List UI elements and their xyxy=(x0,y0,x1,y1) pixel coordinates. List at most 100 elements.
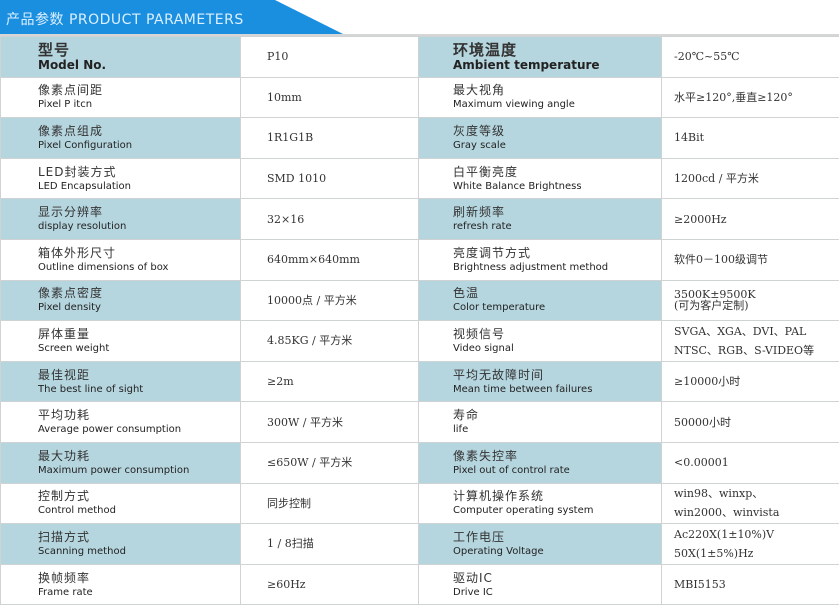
parameter-value: 同步控制 xyxy=(240,482,419,525)
table-row: LED封装方式 LED Encapsulation SMD 1010 白平衡亮度 Whi… xyxy=(0,157,839,200)
parameter-name-cn: 像素失控率 xyxy=(453,448,519,463)
parameter-value: 14Bit xyxy=(661,117,839,159)
parameter-name-en: Pixel Configuration xyxy=(38,139,133,151)
parameter-name-en: Drive IC xyxy=(453,586,493,598)
parameter-name-en: White Balance Brightness xyxy=(453,180,582,192)
parameter-name-cn: 扫描方式 xyxy=(38,529,91,544)
parameter-value: ≥10000小时 xyxy=(661,360,839,403)
parameter-value: ≥2000Hz xyxy=(661,198,839,240)
parameter-name-cn: 显示分辨率 xyxy=(38,205,104,220)
parameter-value: ≤650W / 平方米 xyxy=(240,441,419,484)
parameter-name-en: Maximum viewing angle xyxy=(453,99,575,111)
parameter-name-en: Screen weight xyxy=(38,342,110,354)
parameter-label-cell: 像素失控率 Pixel out of control rate xyxy=(418,441,662,484)
parameter-label-cell: 屏体重量 Screen weight xyxy=(0,320,241,362)
parameter-name-cn: 白平衡亮度 xyxy=(453,164,519,179)
parameter-label-cell: 工作电压 Operating Voltage xyxy=(418,523,662,565)
parameter-name-en: display resolution xyxy=(38,221,127,233)
parameter-name-en: Computer operating system xyxy=(453,505,594,517)
parameter-value: MBI5153 xyxy=(661,563,839,605)
parameter-name-cn: 驱动IC xyxy=(453,570,493,585)
parameter-label-cell: 驱动IC Drive IC xyxy=(418,563,662,605)
parameter-name-en: Control method xyxy=(38,505,116,517)
section-header: 产品参数 PRODUCT PARAMETERS xyxy=(0,0,839,36)
parameter-value: -20℃~55℃ xyxy=(661,36,839,78)
parameter-name-en: Outline dimensions of box xyxy=(38,261,169,273)
parameter-name-cn: 屏体重量 xyxy=(38,326,91,341)
parameter-value: 1200cd / 平方米 xyxy=(661,157,839,200)
parameter-label-cell: 像素点组成 Pixel Configuration xyxy=(0,117,241,159)
parameter-label-cell: 扫描方式 Scanning method xyxy=(0,523,241,565)
table-row: 最佳视距 The best line of sight ≥2m 平均无故障时间 Mean… xyxy=(0,360,839,403)
parameter-value: 10000点 / 平方米 xyxy=(240,279,419,322)
parameter-name-en: Average power consumption xyxy=(38,424,182,436)
parameter-name-cn: 寿命 xyxy=(453,408,480,423)
parameter-name-en: LED Encapsulation xyxy=(38,180,132,192)
parameter-name-en: Ambient temperature xyxy=(453,58,600,73)
parameter-value: 10mm xyxy=(240,76,419,119)
parameter-name-cn: 最大视角 xyxy=(453,83,506,98)
parameter-name-cn: 箱体外形尺寸 xyxy=(38,245,117,260)
parameter-name-cn: 色温 xyxy=(453,286,480,301)
parameter-name-en: Frame rate xyxy=(38,586,93,598)
parameter-value: 1R1G1B xyxy=(240,117,419,159)
parameter-name-cn: 控制方式 xyxy=(38,489,91,504)
table-row: 像素点密度 Pixel density 10000点 / 平方米 色温 Color te… xyxy=(0,279,839,322)
parameter-value: 32×16 xyxy=(240,198,419,240)
parameter-name-en: Operating Voltage xyxy=(453,545,544,557)
table-row: 屏体重量 Screen weight 4.85KG / 平方米 视频信号 Video s… xyxy=(0,320,839,362)
parameter-value: win98、winxp、 win2000、winvista xyxy=(661,482,839,525)
parameter-name-cn: 换帧频率 xyxy=(38,570,91,585)
parameter-name-cn: 工作电压 xyxy=(453,529,506,544)
parameter-name-cn: 像素点间距 xyxy=(38,83,104,98)
parameter-label-cell: 灰度等级 Gray scale xyxy=(418,117,662,159)
parameter-label-cell: 最大视角 Maximum viewing angle xyxy=(418,76,662,119)
parameter-label-cell: 亮度调节方式 Brightness adjustment method xyxy=(418,238,662,281)
parameter-label-cell: 像素点间距 Pixel P itcn xyxy=(0,76,241,119)
parameter-value: 软件0－100级调节 xyxy=(661,238,839,281)
parameter-value: 4.85KG / 平方米 xyxy=(240,320,419,362)
parameter-value: Ac220X(1±10%)V 50X(1±5%)Hz xyxy=(661,523,839,565)
parameter-name-cn: 计算机操作系统 xyxy=(453,489,545,504)
parameter-name-cn: 亮度调节方式 xyxy=(453,245,532,260)
table-row: 平均功耗 Average power consumption 300W / 平方米寿… xyxy=(0,401,839,443)
header-divider xyxy=(0,34,839,36)
parameter-name-cn: 像素点组成 xyxy=(38,123,104,138)
section-title: 产品参数 PRODUCT PARAMETERS xyxy=(6,12,244,28)
table-row: 最大功耗 Maximum power consumption ≤650W / 平方米… xyxy=(0,441,839,484)
parameter-label-cell: 白平衡亮度 White Balance Brightness xyxy=(418,157,662,200)
parameter-name-en: Pixel out of control rate xyxy=(453,464,570,476)
parameter-label-cell: 控制方式 Control method xyxy=(0,482,241,525)
parameter-value: 3500K±9500K (可为客户定制) xyxy=(661,279,839,322)
parameter-label-cell: 环境温度 Ambient temperature xyxy=(418,36,662,78)
parameter-label-cell: 像素点密度 Pixel density xyxy=(0,279,241,322)
parameter-value: ≥60Hz xyxy=(240,563,419,605)
parameter-name-en: Scanning method xyxy=(38,545,126,557)
parameter-name-en: Pixel density xyxy=(38,302,101,314)
parameter-name-en: life xyxy=(453,424,469,436)
table-row: 扫描方式 Scanning method 1 / 8扫描 工作电压 Operating … xyxy=(0,523,839,565)
table-row: 像素点组成 Pixel Configuration 1R1G1B 灰度等级 Gray s… xyxy=(0,117,839,159)
parameter-name-cn: LED封装方式 xyxy=(38,164,117,179)
parameter-name-cn: 灰度等级 xyxy=(453,123,506,138)
parameter-label-cell: 最佳视距 The best line of sight xyxy=(0,360,241,403)
parameter-name-cn: 型号 xyxy=(38,41,71,60)
parameter-value: ≥2m xyxy=(240,360,419,403)
product-parameters-table: 型号 Model No. P10 环境温度 Ambient temperature -20… xyxy=(0,36,839,605)
parameter-value: 50000小时 xyxy=(661,401,839,443)
parameter-name-cn: 环境温度 xyxy=(453,41,518,60)
parameter-value: SMD 1010 xyxy=(240,157,419,200)
parameter-value: <0.00001 xyxy=(661,441,839,484)
parameter-value: 1 / 8扫描 xyxy=(240,523,419,565)
header-banner xyxy=(0,0,343,34)
parameter-name-cn: 平均功耗 xyxy=(38,408,91,423)
parameter-name-cn: 刷新频率 xyxy=(453,205,506,220)
parameter-name-en: Maximum power consumption xyxy=(38,464,190,476)
table-row: 型号 Model No. P10 环境温度 Ambient temperature -20… xyxy=(0,36,839,78)
parameter-name-cn: 最大功耗 xyxy=(38,448,91,463)
parameter-value: SVGA、XGA、DVI、PAL NTSC、RGB、S-VIDEO等 xyxy=(661,320,839,362)
parameter-label-cell: 视频信号 Video signal xyxy=(418,320,662,362)
parameter-label-cell: 换帧频率 Frame rate xyxy=(0,563,241,605)
parameter-name-en: Video signal xyxy=(453,342,514,354)
parameter-name-cn: 平均无故障时间 xyxy=(453,367,545,382)
